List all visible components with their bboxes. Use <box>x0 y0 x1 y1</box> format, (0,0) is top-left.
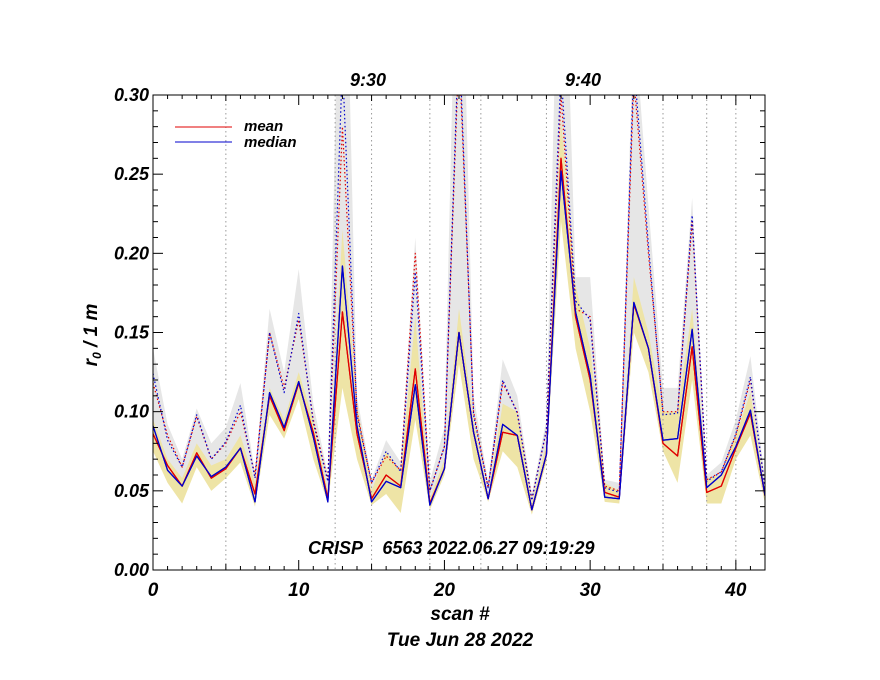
x-tick-label-4: 40 <box>724 580 747 601</box>
spread-band-1 <box>153 118 765 515</box>
time-mark-940: 9:40 <box>565 70 601 90</box>
series-line-3 <box>153 95 765 501</box>
spread-bands <box>153 95 765 515</box>
y-tick-label-2: 0.10 <box>114 402 149 422</box>
time-mark-930: 9:30 <box>350 70 386 90</box>
y-axis-label-text: r0 / 1 m <box>81 304 104 367</box>
x-tick-label-2: 20 <box>433 580 456 601</box>
y-tick-label-5: 0.25 <box>114 164 150 184</box>
y-tick-label-1: 0.05 <box>114 481 150 501</box>
x-tick-label-0: 0 <box>148 580 159 601</box>
legend-label-mean: mean <box>244 118 283 135</box>
y-axis-label-r: r <box>81 357 102 366</box>
date-label: Tue Jun 28 2022 <box>387 630 534 651</box>
legend: mean median <box>175 118 297 151</box>
y-tick-label-0: 0.00 <box>114 560 149 580</box>
x-tick-label-3: 30 <box>580 580 602 601</box>
y-axis-label-sub: 0 <box>90 352 104 359</box>
series-line-2 <box>153 95 765 500</box>
y-tick-label-3: 0.15 <box>114 323 150 343</box>
series-line-top-1 <box>153 170 765 511</box>
annotation-text: CRISP 6563 2022.06.27 09:19:29 <box>308 538 595 558</box>
axis-ticks: 0 10 20 30 40 0.00 0.05 0.10 0.15 0.20 0.25 0.30 <box>114 85 766 601</box>
x-axis-label: scan # <box>430 604 490 625</box>
y-tick-label-6: 0.30 <box>114 85 149 105</box>
y-axis-label: r0 / 1 m <box>81 304 104 367</box>
legend-label-median: median <box>244 134 297 151</box>
x-tick-label-1: 10 <box>288 580 310 601</box>
series-lines <box>153 95 765 511</box>
y-axis-label-rest: / 1 m <box>81 304 102 353</box>
y-tick-label-4: 0.20 <box>114 243 149 263</box>
